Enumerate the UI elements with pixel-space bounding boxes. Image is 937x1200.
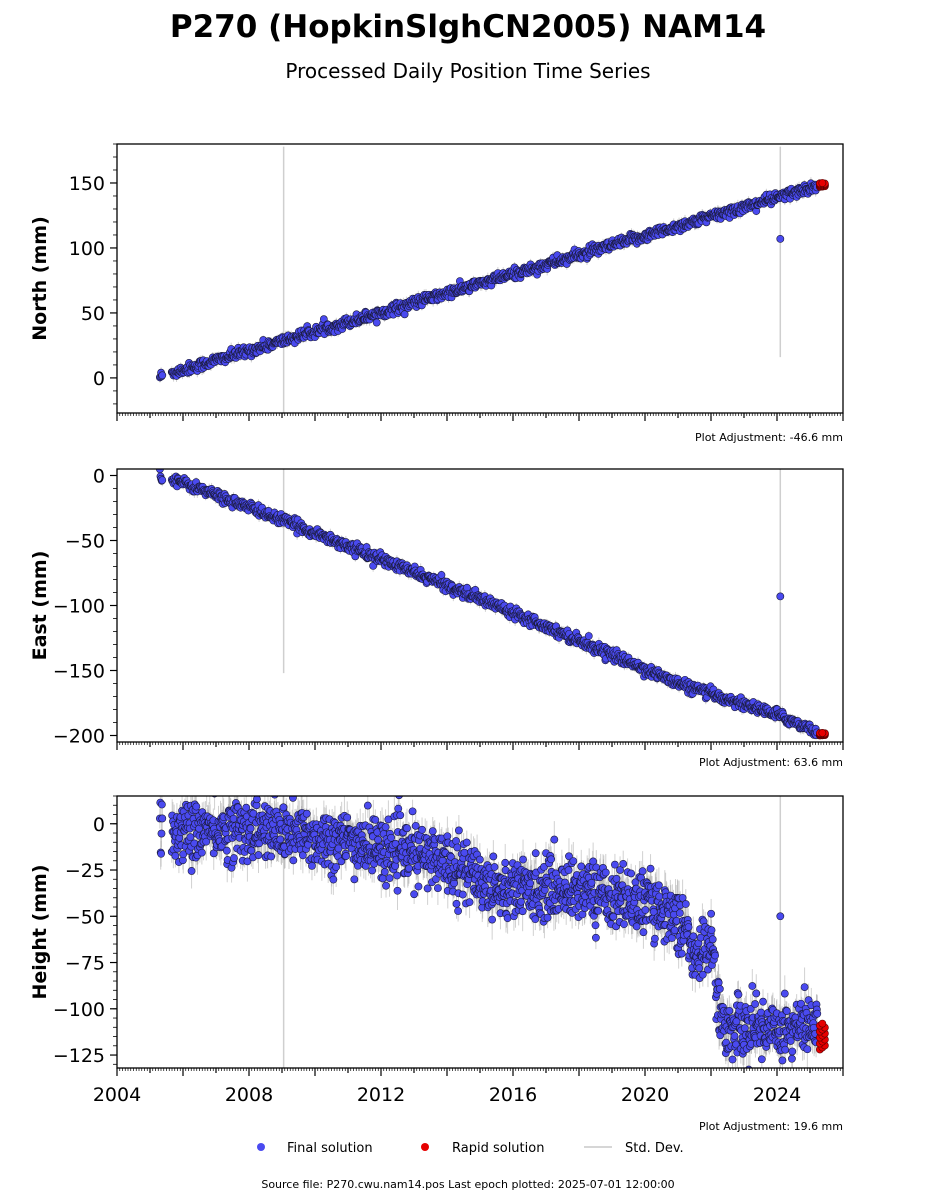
rapid-solution-point — [818, 729, 827, 737]
y-tick-label: 0 — [93, 466, 105, 488]
outlier-point — [776, 234, 785, 243]
plot-area — [155, 146, 829, 413]
y-tick-label: 50 — [81, 303, 105, 325]
north-panel: 0 50 100 150 North (mm) — [29, 143, 844, 421]
final-solution-point — [158, 371, 167, 380]
final-solution-point — [158, 476, 167, 485]
figure-title: P270 (HopkinSlghCN2005) NAM14 — [170, 9, 766, 45]
rapid-solution-points — [816, 729, 829, 740]
final-solution-point — [437, 571, 446, 579]
rapid-solution-points — [816, 179, 829, 191]
y-tick-label: 100 — [69, 238, 105, 260]
rapid-solution-point — [818, 179, 827, 187]
y-axis-label: North (mm) — [29, 216, 51, 341]
final-solution-point — [584, 632, 593, 640]
final-solution-points — [156, 469, 821, 740]
plot-area — [156, 469, 829, 742]
y-tick-label: −200 — [53, 726, 105, 748]
y-tick-label: −100 — [53, 596, 105, 618]
y-tick-label: 0 — [93, 368, 105, 390]
final-solution-point — [400, 310, 409, 319]
y-tick-label: −150 — [53, 661, 105, 683]
y-tick-label: 150 — [69, 173, 105, 195]
final-solution-points — [155, 179, 821, 382]
y-tick-label: −50 — [65, 531, 105, 553]
outlier-point — [776, 592, 785, 601]
final-solution-point — [372, 318, 381, 327]
figure-subtitle: Processed Daily Position Time Series — [285, 59, 650, 83]
